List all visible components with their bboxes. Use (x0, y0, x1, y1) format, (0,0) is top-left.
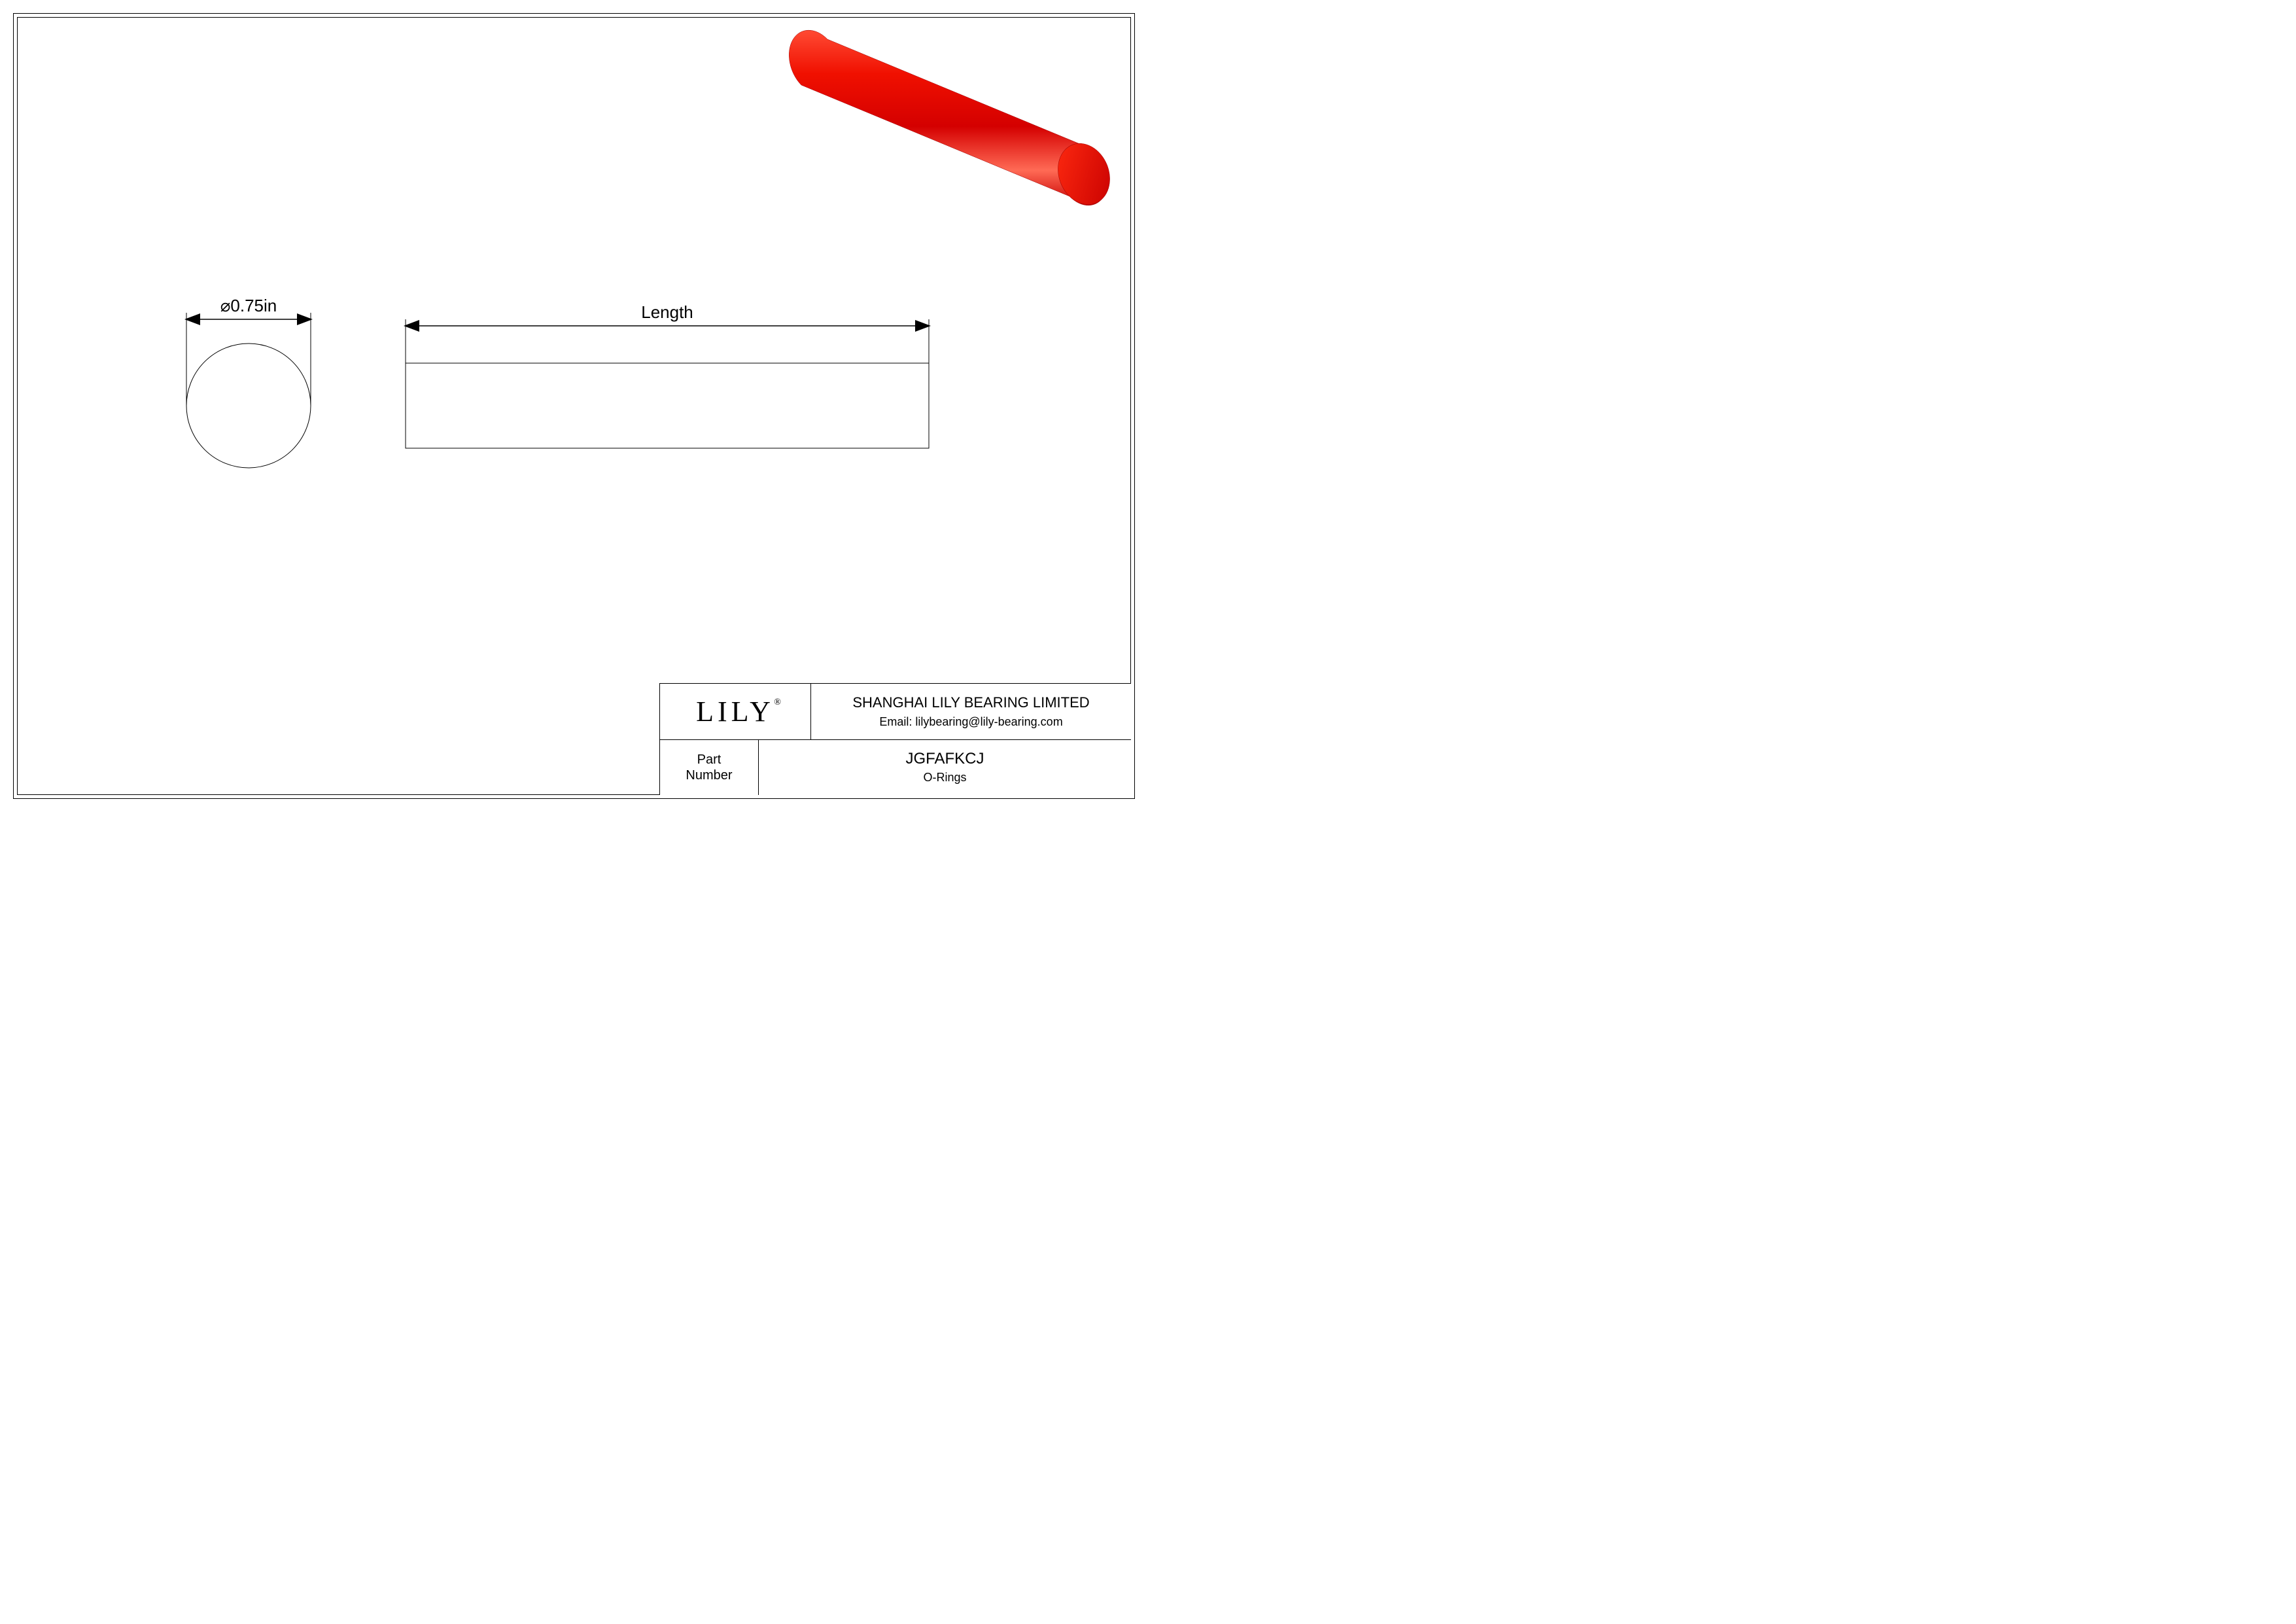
part-label-line1: Part (697, 752, 722, 768)
part-label-line2: Number (686, 768, 732, 783)
title-block-row-part: Part Number JGFAFKCJ O-Rings (660, 740, 1131, 796)
side-view-rect (406, 363, 929, 448)
part-number-label-cell: Part Number (660, 740, 758, 796)
cross-section-circle (186, 344, 311, 468)
title-block-row-company: LILY ® SHANGHAI LILY BEARING LIMITED Ema… (660, 684, 1131, 740)
drawing-page: ⌀0.75in Length (0, 0, 1148, 812)
company-email: Email: lilybearing@lily-bearing.com (879, 715, 1062, 729)
cylinder-3d (782, 26, 1122, 209)
company-cell: SHANGHAI LILY BEARING LIMITED Email: lil… (810, 684, 1131, 739)
part-number-value-cell: JGFAFKCJ O-Rings (758, 740, 1131, 796)
part-number: JGFAFKCJ (905, 750, 984, 768)
length-label: Length (641, 302, 693, 322)
logo-word: LILY (696, 696, 774, 728)
logo-text: LILY ® (696, 695, 774, 728)
part-description: O-Rings (923, 771, 966, 785)
logo-registered: ® (774, 697, 785, 708)
title-block: LILY ® SHANGHAI LILY BEARING LIMITED Ema… (659, 683, 1131, 795)
logo-cell: LILY ® (660, 684, 810, 739)
company-name: SHANGHAI LILY BEARING LIMITED (852, 694, 1089, 711)
diameter-label: ⌀0.75in (220, 296, 277, 315)
